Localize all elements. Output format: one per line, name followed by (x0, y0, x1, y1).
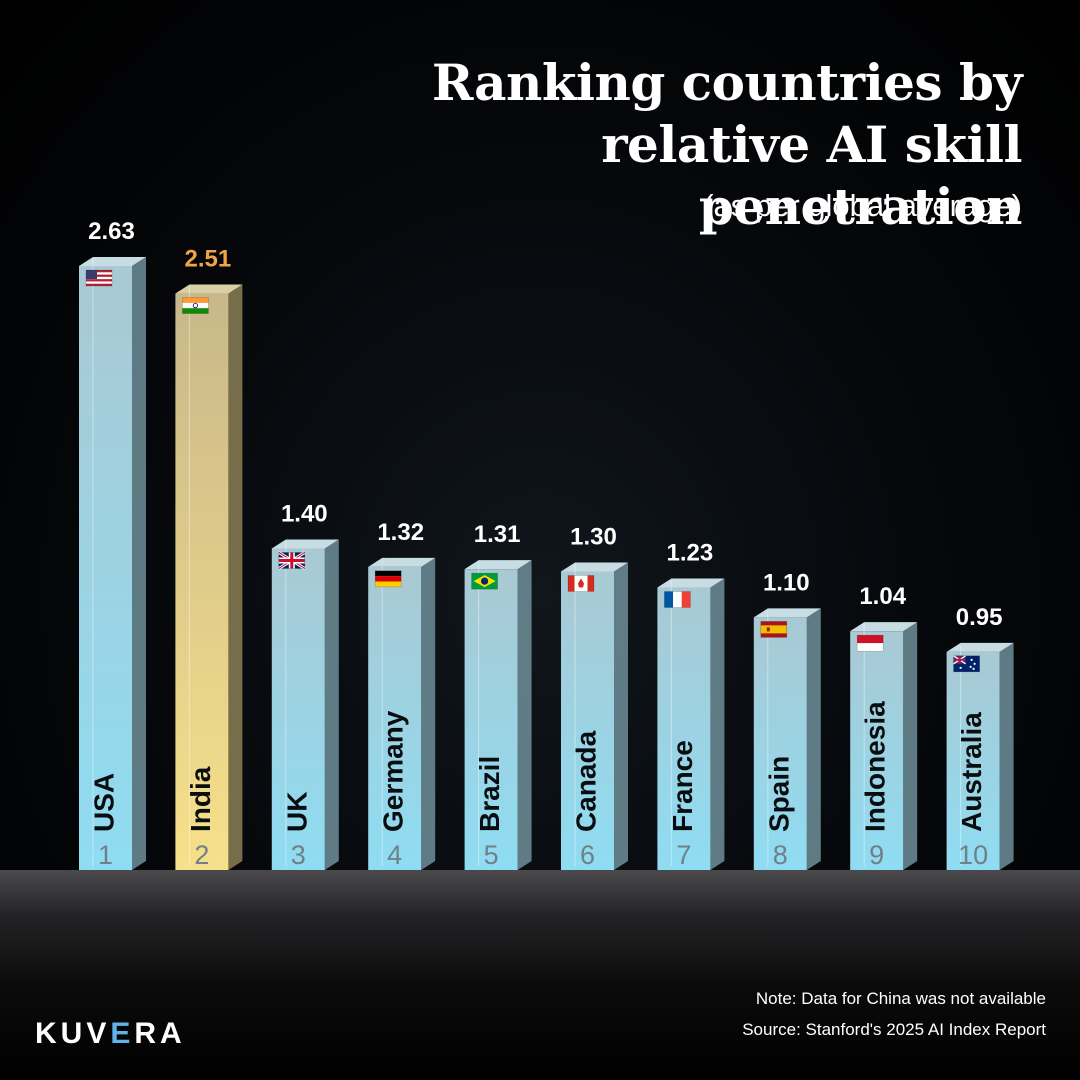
footnote-note: Note: Data for China was not available (755, 989, 1046, 1008)
chart-subtitle: (as per global average) (703, 188, 1022, 223)
france-flag-icon (664, 591, 691, 608)
bar-top-usa (79, 257, 146, 266)
value-label-indonesia: 1.04 (859, 583, 906, 610)
bar-side-indonesia (903, 622, 918, 870)
country-label-germany: Germany (378, 710, 409, 832)
rank-label-usa: 1 (98, 840, 113, 870)
rank-label-spain: 8 (773, 840, 788, 870)
bar-germany (368, 566, 422, 870)
title-line-1: Ranking countries by (431, 53, 1023, 112)
bar-group-canada: 1.30 Canada 6 (561, 523, 628, 870)
kuvera-logo: KUVERA (35, 1017, 186, 1051)
country-label-brazil: Brazil (474, 756, 505, 832)
bar-group-india: 2.51 India 2 (175, 246, 243, 870)
bar-top-canada (561, 562, 628, 572)
rank-label-germany: 4 (387, 840, 402, 870)
logo-text-part2: E (110, 1017, 135, 1050)
bar-group-uk: 1.40 UK 3 (271, 500, 339, 870)
value-label-india: 2.51 (185, 246, 232, 273)
rank-label-indonesia: 9 (869, 840, 884, 870)
australia-flag-icon (953, 655, 980, 673)
bar-group-usa: 2.63 USA 1 (79, 218, 146, 870)
rank-label-uk: 3 (291, 840, 306, 870)
bar-usa (79, 266, 132, 870)
value-label-usa: 2.63 (88, 218, 135, 245)
rank-label-india: 2 (194, 840, 209, 870)
bar-top-uk (271, 539, 339, 549)
bar-brazil (464, 569, 518, 870)
country-label-uk: UK (281, 792, 312, 832)
us-flag-icon (85, 269, 113, 287)
logo-text-part1: KUV (35, 1017, 111, 1050)
bar-group-indonesia: 1.04 Indonesia 9 (850, 583, 918, 870)
bar-australia (946, 651, 1000, 870)
germany-flag-icon (374, 570, 402, 588)
bar-top-spain (753, 608, 821, 618)
rank-label-canada: 6 (580, 840, 595, 870)
bar-top-germany (368, 557, 436, 567)
country-label-france: France (667, 740, 698, 832)
country-label-canada: Canada (571, 730, 602, 832)
bar-top-india (175, 284, 243, 294)
bar-group-brazil: 1.31 Brazil 5 (464, 521, 532, 870)
value-label-australia: 0.95 (956, 604, 1003, 631)
bar-top-indonesia (850, 622, 918, 632)
bar-top-france (657, 578, 725, 588)
value-label-spain: 1.10 (763, 569, 810, 596)
bar-canada (561, 571, 614, 870)
bar-indonesia (850, 631, 904, 870)
chart-title: Ranking countries by relative AI skill p… (302, 52, 1023, 238)
bar-side-uk (324, 539, 339, 870)
bar-side-france (710, 578, 725, 870)
bar-side-australia (999, 642, 1014, 870)
footnote-source: Source: Stanford's 2025 AI Index Report (742, 1020, 1046, 1039)
country-label-australia: Australia (956, 712, 987, 832)
country-label-spain: Spain (763, 756, 794, 832)
bar-side-brazil (517, 560, 532, 870)
canada-flag-icon (567, 575, 595, 592)
title-line-2: relative AI skill penetration (601, 115, 1022, 236)
spain-flag-icon (760, 621, 788, 638)
bar-india (175, 293, 229, 870)
bar-france (657, 587, 711, 870)
bar-side-germany (421, 557, 436, 870)
value-label-uk: 1.40 (281, 500, 328, 527)
country-label-indonesia: Indonesia (860, 701, 891, 832)
rank-label-france: 7 (676, 840, 691, 870)
brazil-flag-icon (471, 572, 498, 590)
bar-group-germany: 1.32 Germany 4 (368, 519, 436, 870)
bar-group-spain: 1.10 Spain 8 (753, 569, 821, 870)
value-label-france: 1.23 (667, 540, 714, 567)
rank-label-australia: 10 (958, 840, 988, 870)
rank-label-brazil: 5 (484, 840, 499, 870)
floor-surface (0, 870, 1080, 1080)
value-label-germany: 1.32 (377, 519, 424, 546)
bar-group-australia: 0.95 Australia 10 (946, 604, 1014, 870)
bar-spain (753, 617, 807, 870)
country-label-usa: USA (89, 773, 120, 832)
bar-side-usa (132, 257, 146, 870)
bar-top-brazil (464, 560, 532, 570)
bar-side-india (228, 284, 243, 870)
logo-text-part3: RA (134, 1017, 186, 1050)
bar-top-australia (946, 642, 1014, 652)
bar-group-france: 1.23 France 7 (657, 540, 725, 870)
indonesia-flag-icon (856, 634, 884, 652)
uk-flag-icon (278, 551, 306, 570)
value-label-canada: 1.30 (570, 523, 617, 550)
india-flag-icon (182, 297, 209, 314)
value-label-brazil: 1.31 (474, 521, 521, 548)
country-label-india: India (185, 766, 216, 832)
bar-side-spain (806, 608, 821, 870)
bar-uk (271, 548, 325, 870)
bar-side-canada (614, 562, 628, 870)
